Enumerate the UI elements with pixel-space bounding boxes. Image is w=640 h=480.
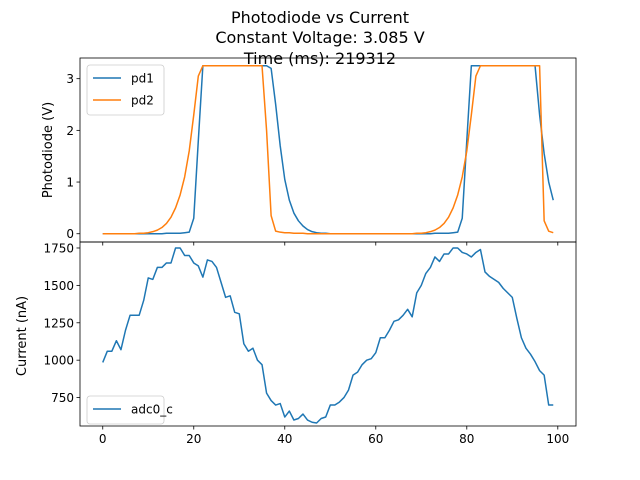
x-tick-label: 80 <box>459 432 474 446</box>
x-tick-label: 100 <box>546 432 569 446</box>
photodiode-y-axis-label: Photodiode (V) <box>41 102 56 198</box>
y-tick-label: 750 <box>51 391 74 405</box>
current-y-axis-label: Current (nA) <box>15 296 30 376</box>
x-tick-label: 20 <box>186 432 201 446</box>
x-tick-label: 40 <box>277 432 292 446</box>
y-tick-label: 0 <box>66 227 74 241</box>
y-tick-label: 2 <box>66 124 74 138</box>
x-tick-label: 0 <box>99 432 107 446</box>
legend: adc0_c <box>87 396 173 424</box>
y-tick-label: 3 <box>66 72 74 86</box>
legend-label-pd1: pd1 <box>131 72 154 86</box>
y-tick-label: 1000 <box>43 354 74 368</box>
title-line-2: Constant Voltage: 3.085 V <box>215 28 424 47</box>
legend-label-adc0_c: adc0_c <box>131 403 173 417</box>
y-tick-label: 1750 <box>43 241 74 255</box>
title-line-1: Photodiode vs Current <box>231 8 409 27</box>
y-tick-label: 1500 <box>43 279 74 293</box>
legend: pd1 pd2 <box>87 65 164 115</box>
y-tick-label: 1250 <box>43 316 74 330</box>
x-tick-label: 60 <box>368 432 383 446</box>
y-tick-label: 1 <box>66 176 74 190</box>
legend-label-pd2: pd2 <box>131 94 154 108</box>
